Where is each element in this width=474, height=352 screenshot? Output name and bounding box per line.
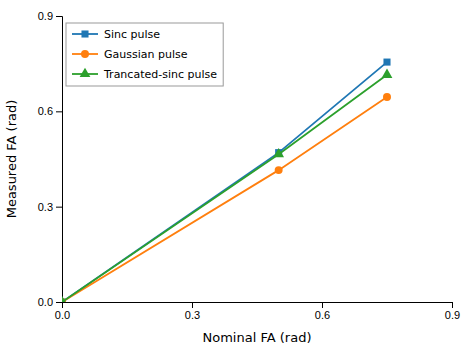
point bbox=[383, 93, 391, 101]
tick-label: 0.3 bbox=[38, 201, 53, 213]
series-group bbox=[62, 59, 392, 302]
legend-symbol bbox=[80, 68, 91, 77]
tick: 0.3 bbox=[185, 302, 200, 321]
tick-label: 0.9 bbox=[445, 309, 460, 321]
axis-line bbox=[63, 303, 453, 309]
tick: 0.6 bbox=[315, 302, 330, 321]
y-axis: 0.0 0.3 0.6 0.9 bbox=[38, 10, 63, 308]
tick-mark bbox=[56, 302, 62, 303]
tick-label: 0.0 bbox=[55, 309, 70, 321]
tick: 0.3 bbox=[38, 201, 62, 213]
legend-item: Trancated-sinc pulse bbox=[72, 68, 217, 81]
series-line bbox=[62, 75, 387, 302]
tick-mark bbox=[56, 111, 62, 112]
x-axis: 0.0 0.3 0.6 0.9 bbox=[55, 302, 460, 321]
tick-label: 0.9 bbox=[38, 10, 53, 22]
tick: 0.9 bbox=[38, 10, 62, 22]
legend-item: Sinc pulse bbox=[72, 28, 160, 41]
tick-mark bbox=[322, 302, 323, 308]
legend-label: Sinc pulse bbox=[104, 28, 160, 41]
tick-mark bbox=[452, 302, 453, 308]
legend: Sinc pulse Gaussian pulse Trancated-sinc p… bbox=[66, 23, 223, 86]
tick: 0.9 bbox=[445, 302, 460, 321]
legend-symbol bbox=[81, 50, 89, 58]
tick-label: 0.3 bbox=[185, 309, 200, 321]
plot-area: 0.0 0.3 0.6 0.9 0.0 0.3 0.6 0.9 Sinc pulse Gaussi… bbox=[38, 10, 460, 321]
point bbox=[382, 69, 393, 78]
legend-box bbox=[66, 23, 223, 86]
legend-label: Gaussian pulse bbox=[104, 48, 188, 61]
y-axis-title: Measured FA (rad) bbox=[4, 100, 19, 219]
series-line bbox=[62, 97, 387, 302]
legend-item: Gaussian pulse bbox=[72, 48, 188, 61]
axis-line bbox=[56, 17, 63, 303]
tick-label: 0.6 bbox=[38, 105, 53, 117]
series-line bbox=[62, 62, 387, 302]
tick-label: 0.6 bbox=[315, 309, 330, 321]
legend-label: Trancated-sinc pulse bbox=[103, 68, 217, 81]
tick-label: 0.0 bbox=[38, 296, 53, 308]
point bbox=[62, 296, 67, 302]
chart: 0.0 0.3 0.6 0.9 0.0 0.3 0.6 0.9 Sinc pulse Gaussi… bbox=[0, 0, 474, 352]
tick-mark bbox=[56, 16, 62, 17]
point bbox=[275, 166, 283, 174]
legend-symbol bbox=[81, 30, 88, 37]
tick: 0.6 bbox=[38, 105, 62, 117]
point bbox=[273, 148, 284, 157]
tick: 0.0 bbox=[55, 302, 70, 321]
x-axis-title: Nominal FA (rad) bbox=[203, 330, 312, 345]
point bbox=[383, 59, 390, 66]
tick: 0.0 bbox=[38, 296, 62, 308]
tick-mark bbox=[56, 207, 62, 208]
tick-mark bbox=[192, 302, 193, 308]
